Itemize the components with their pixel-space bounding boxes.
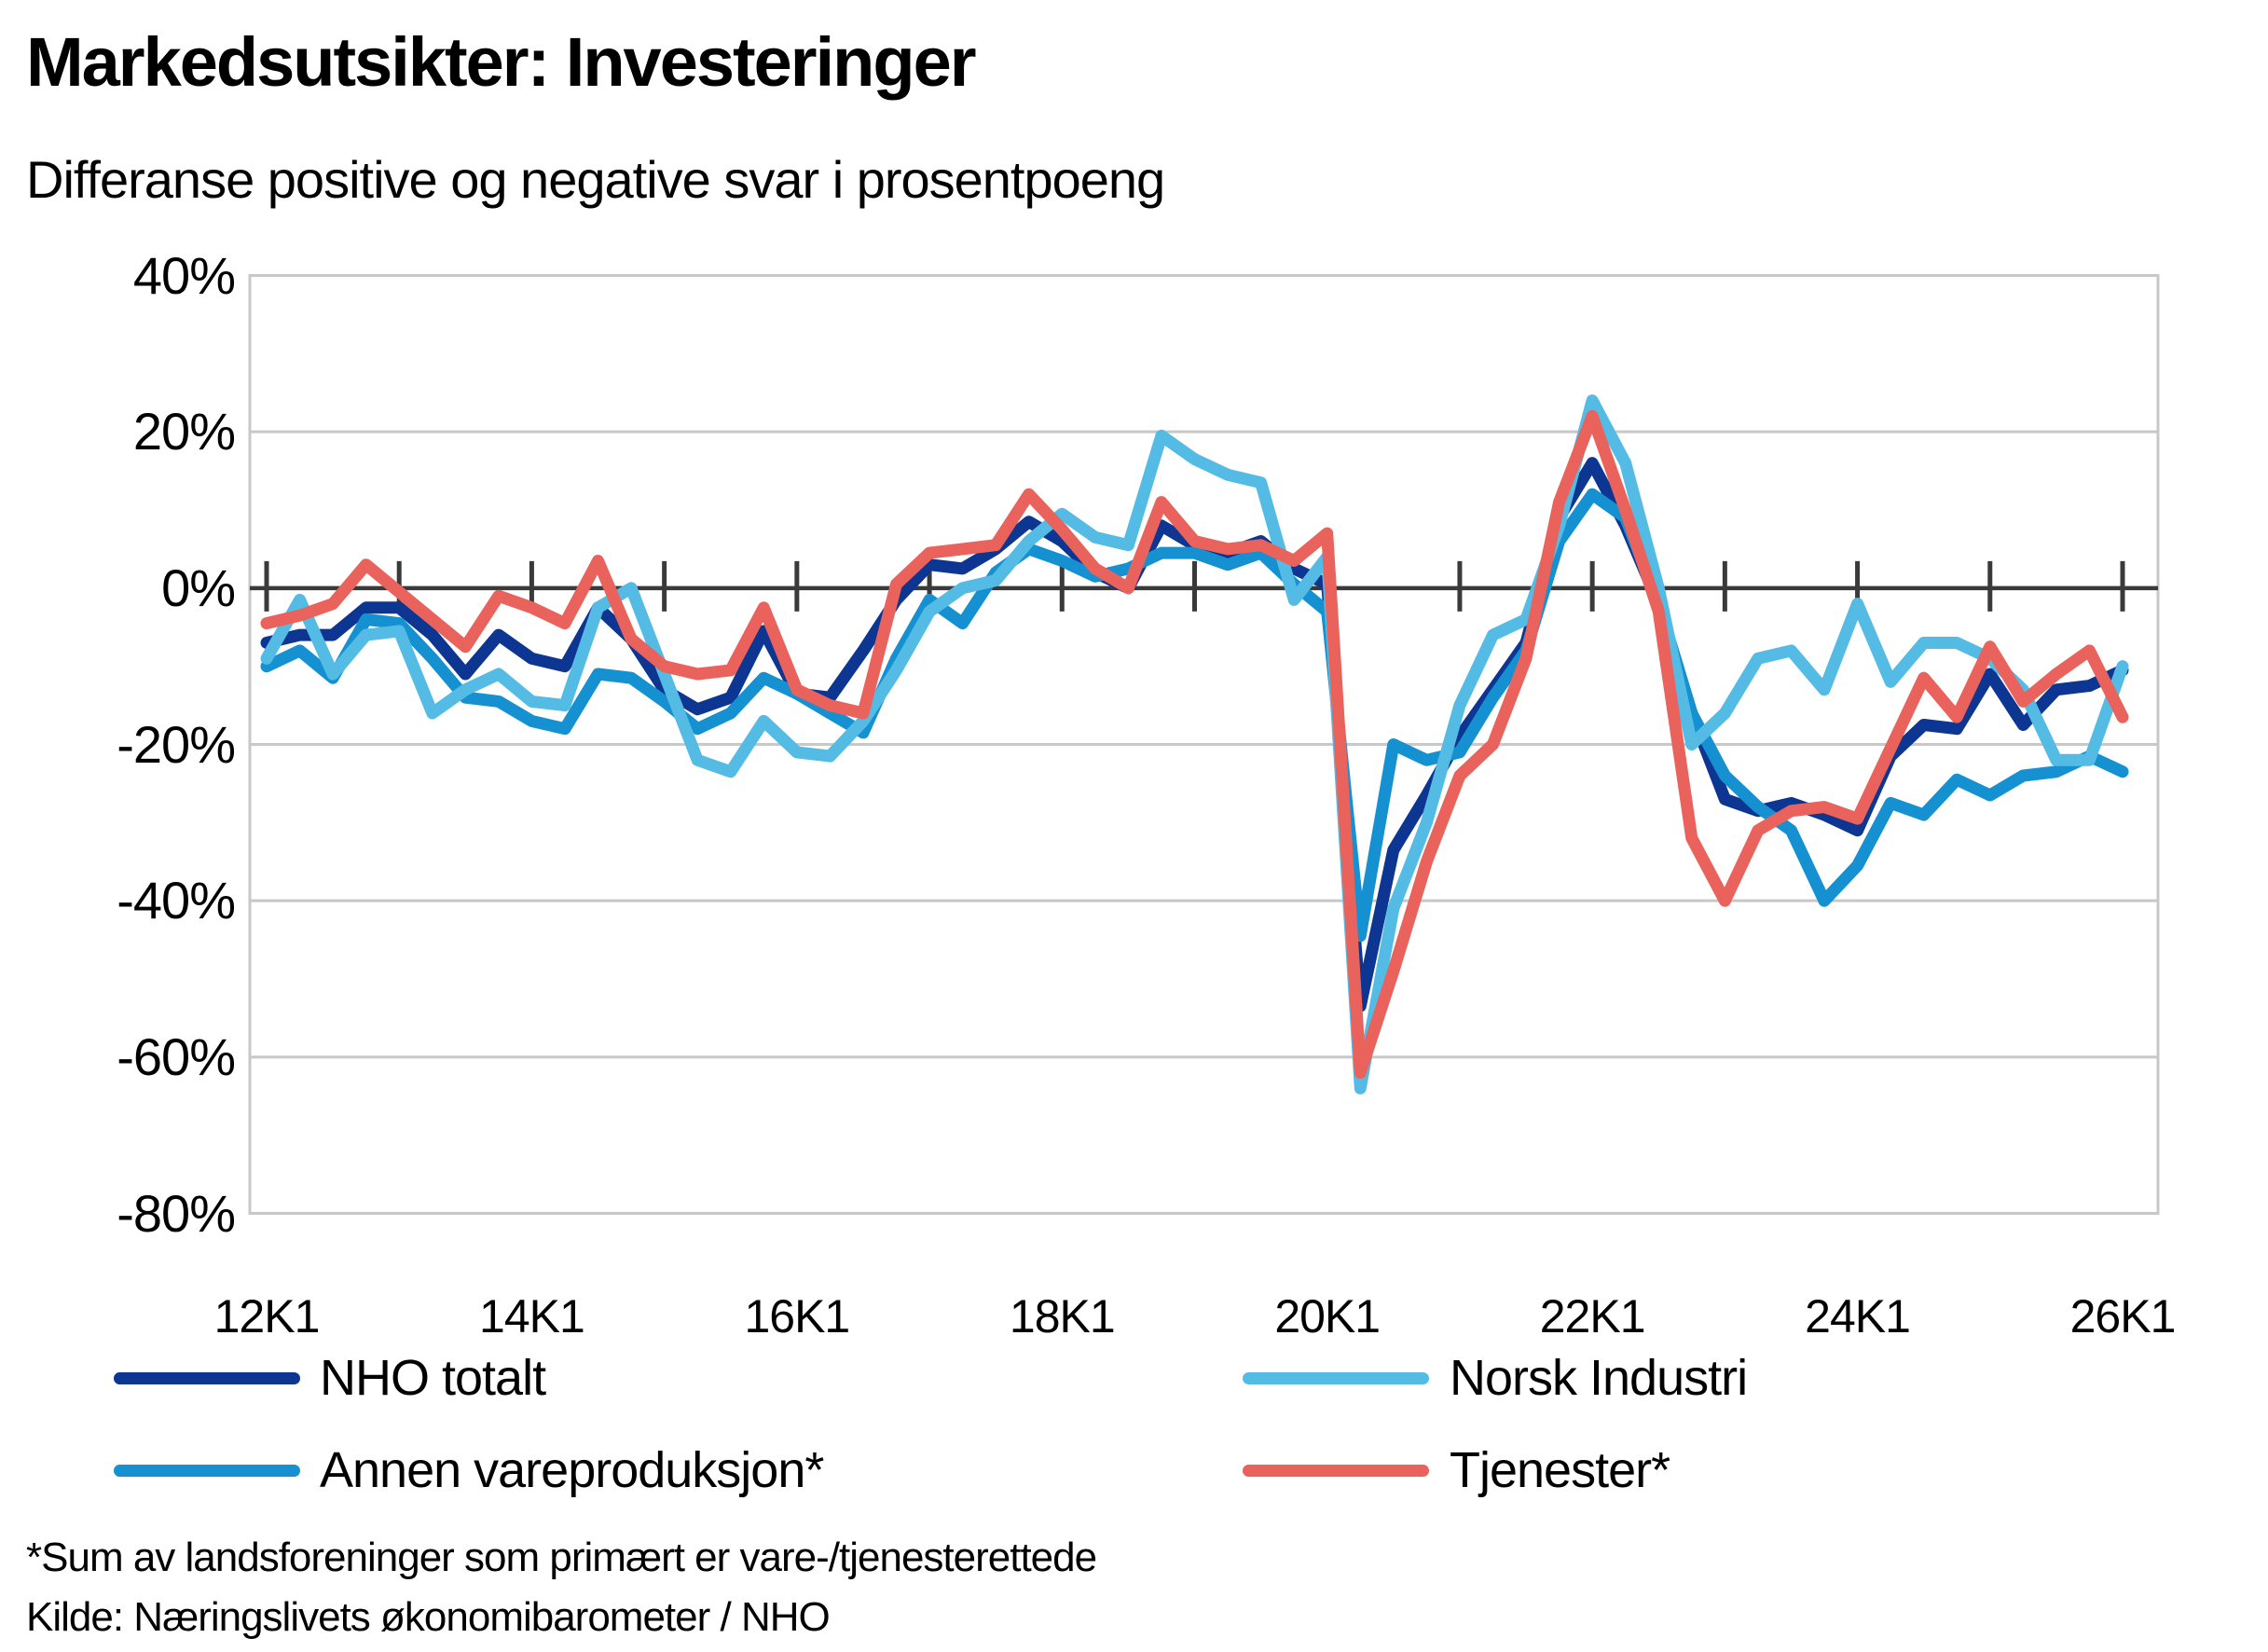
x-axis-label: 18K1 [1009, 1290, 1116, 1342]
x-axis-label: 26K1 [2069, 1290, 2177, 1342]
x-axis-label: 20K1 [1274, 1290, 1381, 1342]
x-axis-label: 14K1 [479, 1290, 585, 1342]
y-axis-label: 20% [132, 402, 236, 461]
legend-label-norsk-industri: Norsk Industri [1450, 1350, 1748, 1406]
x-axis-label: 16K1 [744, 1290, 850, 1342]
legend-label-tjenester: Tjenester* [1450, 1442, 1670, 1498]
y-axis-label: -40% [117, 871, 236, 930]
series-line-tjenester [260, 409, 2129, 1080]
footnote-source: Kilde: Næringslivets økonomibarometer / … [26, 1594, 831, 1640]
series-line-annen-vareproduksjon [260, 488, 2129, 943]
legend-label-annen-vareproduksjon: Annen vareproduksjon* [320, 1442, 824, 1498]
x-axis-label: 24K1 [1805, 1290, 1911, 1342]
x-axis-label: 12K1 [213, 1290, 321, 1342]
y-axis-label: 40% [132, 245, 236, 305]
y-axis-label: -20% [117, 714, 236, 774]
series-line-norsk-industri [260, 394, 2129, 1094]
footnote-definition: *Sum av landsforeninger som primært er v… [26, 1535, 1097, 1580]
y-axis-label: -60% [117, 1026, 236, 1086]
legend-swatch-tjenester [1243, 1465, 1429, 1477]
plot-border [248, 274, 2160, 1215]
x-axis-label: 22K1 [1539, 1290, 1646, 1342]
legend-swatch-norsk-industri [1243, 1372, 1429, 1384]
y-axis-label: -80% [117, 1183, 236, 1243]
chart-title: Markedsutsikter: Investeringer [26, 23, 977, 101]
legend-swatch-annen-vareproduksjon [114, 1465, 300, 1477]
legend-label-nho-totalt: NHO totalt [320, 1350, 546, 1406]
chart-subtitle: Differanse positive og negative svar i p… [26, 150, 1165, 209]
y-axis-label: 0% [161, 558, 236, 617]
legend-swatch-nho-totalt [114, 1372, 300, 1384]
